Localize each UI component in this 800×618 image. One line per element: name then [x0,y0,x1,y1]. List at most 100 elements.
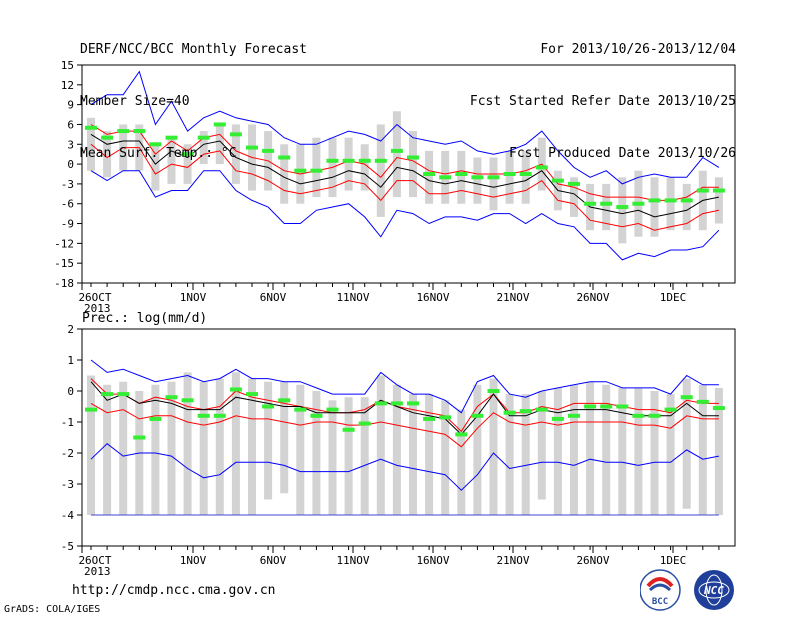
temp-y-tick-label: -12 [54,237,74,250]
temp-x-tick-label: 21NOV [496,291,529,304]
prec-range-bar [425,394,434,515]
prec-climatology-mark [326,407,339,412]
prec-lower-line [90,402,719,448]
temp-range-bar [215,124,224,165]
temp-climatology-mark [197,135,210,140]
prec-upper-line [90,378,719,433]
prec-y-tick-label: -4 [61,509,75,522]
prec-x-tick-label: 26NOV [576,554,609,567]
header-right: For 2013/10/26-2013/12/04 Fcst Started R… [470,10,736,182]
prec-climatology-mark [568,413,580,418]
temp-climatology-mark [616,205,629,210]
prec-climatology-mark [487,389,500,393]
temp-range-bar [666,177,675,231]
ncc-logo-text: NCC [703,584,724,597]
prec-x-tick-label: 11NOV [336,554,369,567]
prec-range-bar [650,391,659,515]
prec-climatology-mark [374,401,387,406]
prec-range-bar [360,397,369,515]
prec-climatology-mark [535,407,548,412]
prec-range-bar [473,384,482,515]
temp-x-tick-label: 11NOV [336,291,369,304]
prec-climatology-mark [181,398,194,403]
prec-x-tick-label: 21NOV [496,554,529,567]
prec-range-bar [264,381,273,500]
prec-range-bar [602,384,611,515]
precip-panel-title: Prec.: log(mm/d) [82,311,207,326]
temp-y-tick-label: -15 [54,257,74,270]
temp-range-bar [151,144,160,191]
prec-range-bar [618,387,627,515]
prec-climatology-mark [165,395,178,400]
prec-climatology-mark [246,392,258,397]
prec-climatology-mark [342,427,355,432]
temp-y-tick-label: 3 [67,138,74,151]
temp-range-bar [312,137,321,198]
prec-range-bar [409,394,417,515]
prec-climatology-mark [358,421,371,426]
prec-climatology-mark [648,413,661,418]
temp-range-bar [489,157,498,211]
variable-label: Mean Surf. Temp.: °C [80,146,237,161]
temp-y-tick-label: 9 [67,99,74,112]
bcc-logo: BCC [639,569,681,611]
temp-range-bar [409,131,417,198]
prec-climatology-mark [149,416,162,421]
temp-climatology-mark [149,142,162,147]
temp-climatology-mark [133,129,146,134]
temp-climatology-mark [229,132,242,137]
temp-climatology-mark [519,172,532,176]
prec-range-bar [553,387,562,515]
prec-x-tick-label: 1NOV [180,554,207,567]
temp-y-tick-label: 12 [61,79,74,92]
prec-range-bar [570,384,578,515]
temp-range-bar [457,150,466,204]
prec-climatology-mark [117,392,130,397]
temp-range-bar [392,111,401,198]
temp-climatology-mark [294,168,307,173]
temp-y-tick-label: -18 [54,277,74,290]
temp-range-bar [602,183,611,231]
prec-climatology-mark [294,407,307,412]
temp-climatology-mark [165,135,178,140]
prec-x-year-label: 2013 [84,565,111,578]
prec-y-tick-label: -3 [61,478,74,491]
temp-climatology-mark [101,135,114,140]
prec-climatology-mark [616,404,629,409]
prec-climatology-mark [133,435,146,440]
temp-climatology-mark [326,158,339,163]
prec-range-bar [87,375,95,515]
prec-frame [81,328,736,547]
temp-climatology-mark [407,155,419,160]
produced-date: Fcst Produced Date 2013/10/26 [509,146,736,161]
temp-range-bar [425,150,434,204]
temp-x-tick-label: 16NOV [416,291,449,304]
precipitation-panel: -5 -4 -3 -2 -1 0 1 2 26OCT 1NOV 6NOV 11NOV 16NOV 21NO… [61,323,736,578]
prec-range-bar [199,381,208,515]
temp-range-bar [183,144,192,184]
prec-climatology-mark [262,404,275,409]
temp-climatology-mark [85,125,97,130]
prec-range-bar [714,387,723,515]
temp-y-tick-label: 15 [61,59,74,72]
prec-mean-line [90,381,719,436]
temp-climatology-mark [213,122,226,127]
prec-climatology-mark [213,413,226,418]
temp-x-year-label: 2013 [84,302,111,315]
temp-max-line [90,70,720,185]
source-link[interactable]: http://cmdp.ncc.cma.gov.cn [72,583,276,598]
prec-range-bar [280,381,289,494]
logos: BCC NCC [639,568,740,616]
temp-climatology-mark [310,168,323,173]
temp-min-line [90,170,720,261]
prec-range-bar [537,391,546,500]
temp-climatology-mark [568,181,580,186]
temp-climatology-mark [487,175,500,180]
grads-credit: GrADS: COLA/IGES [4,604,101,615]
prec-climatology-mark [439,415,452,420]
temp-climatology-mark [471,175,484,180]
prec-range-bar [344,397,353,515]
temp-climatology-mark [439,175,452,180]
prec-range-bar [586,381,595,515]
